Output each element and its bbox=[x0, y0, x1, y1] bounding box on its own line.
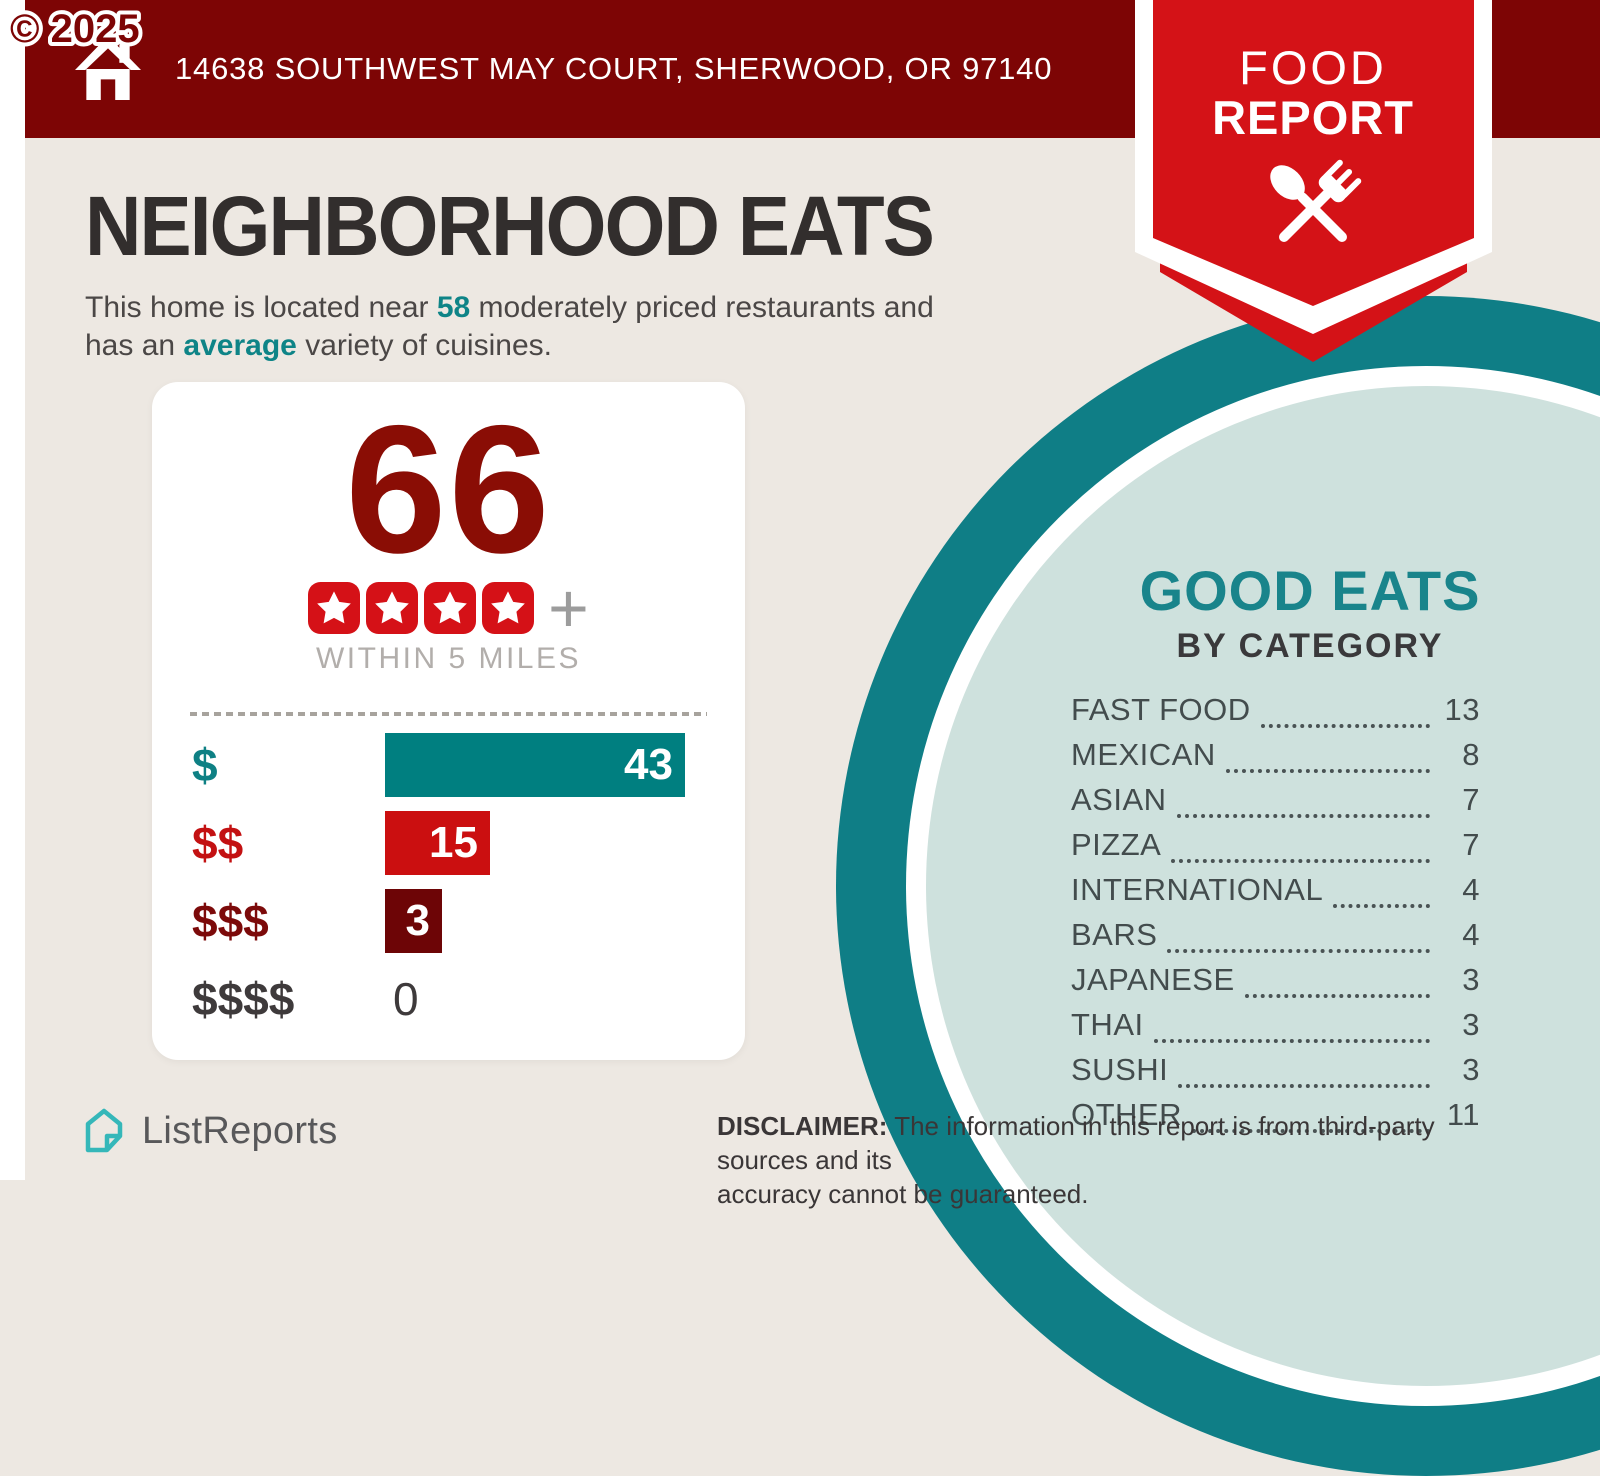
category-label: SUSHI bbox=[1071, 1052, 1169, 1087]
dotted-leader bbox=[1176, 814, 1430, 818]
price-level-label: $$$ bbox=[192, 895, 269, 947]
utensils-icon bbox=[1270, 159, 1362, 242]
category-value: 7 bbox=[1462, 782, 1480, 817]
price-row: $$ 15 bbox=[192, 804, 707, 882]
category-value: 7 bbox=[1462, 827, 1480, 862]
price-bar-value: 15 bbox=[429, 818, 478, 867]
category-label: PIZZA bbox=[1071, 827, 1162, 862]
home-icon bbox=[75, 36, 141, 100]
category-row: THAI 3 bbox=[1071, 1007, 1480, 1052]
property-address: 14638 SOUTHWEST MAY COURT, SHERWOOD, OR … bbox=[175, 51, 1053, 86]
category-value: 3 bbox=[1462, 962, 1480, 997]
price-level-label: $$ bbox=[192, 817, 244, 869]
category-label: FAST FOOD bbox=[1071, 692, 1251, 727]
category-value: 4 bbox=[1462, 872, 1480, 907]
category-row: FAST FOOD 13 bbox=[1071, 692, 1480, 737]
dotted-leader bbox=[1260, 724, 1430, 728]
dashed-divider bbox=[190, 712, 707, 716]
variety-highlight: average bbox=[183, 328, 297, 362]
page-subtitle: This home is located near 58 moderately … bbox=[85, 291, 934, 362]
copyright-watermark: © 2025 bbox=[6, 3, 144, 55]
category-label: BARS bbox=[1071, 917, 1158, 952]
category-value: 3 bbox=[1462, 1052, 1480, 1087]
brand-name: ListReports bbox=[142, 1109, 338, 1152]
food-report-ribbon: FOOD REPORT bbox=[1135, 0, 1492, 362]
category-row: BARS 4 bbox=[1071, 917, 1480, 962]
category-value: 11 bbox=[1446, 1097, 1480, 1132]
good-eats-section: GOOD EATS BY CATEGORY FAST FOOD 13 MEXICAN… bbox=[1060, 558, 1560, 1142]
price-bar: 3 bbox=[385, 889, 442, 953]
category-label: ASIAN bbox=[1071, 782, 1167, 817]
dotted-leader bbox=[1225, 769, 1430, 773]
dotted-leader bbox=[1244, 994, 1430, 998]
category-list: FAST FOOD 13 MEXICAN 8 ASIAN 7 PIZZA 7 INTERNATI… bbox=[1071, 692, 1480, 1142]
score-card: 66 + WITHIN 5 MILES $43 $$ 15 $$$ 3 $$$$ 0 bbox=[152, 382, 745, 1060]
page-left-margin bbox=[0, 0, 25, 1180]
price-bar-value: 3 bbox=[405, 896, 430, 945]
ribbon-line1: FOOD bbox=[1239, 41, 1387, 94]
price-bar: 15 bbox=[385, 811, 490, 875]
category-label: OTHER bbox=[1071, 1097, 1182, 1132]
plus-icon: + bbox=[548, 569, 589, 647]
category-value: 13 bbox=[1444, 692, 1480, 727]
category-value: 8 bbox=[1462, 737, 1480, 772]
price-zero-value: 0 bbox=[393, 973, 419, 1025]
good-eats-subtitle: BY CATEGORY bbox=[1176, 627, 1444, 665]
dotted-leader bbox=[1171, 859, 1430, 863]
price-level-chart: $43 $$ 15 $$$ 3 $$$$ 0 bbox=[192, 726, 707, 1038]
star-rating: + bbox=[152, 569, 745, 647]
star-icon bbox=[482, 582, 535, 634]
category-value: 4 bbox=[1462, 917, 1480, 952]
dotted-leader bbox=[1192, 1129, 1430, 1133]
svg-text:© 2025: © 2025 bbox=[10, 7, 140, 51]
dotted-leader bbox=[1167, 949, 1430, 953]
restaurant-score: 66 bbox=[345, 387, 552, 591]
category-label: THAI bbox=[1071, 1007, 1144, 1042]
dotted-leader bbox=[1178, 1084, 1430, 1088]
star-icon bbox=[308, 582, 361, 634]
price-level-label: $$$$ bbox=[192, 973, 295, 1025]
price-bar: 43 bbox=[385, 733, 685, 797]
price-level-label: $ bbox=[192, 739, 218, 791]
ribbon-line2: REPORT bbox=[1212, 91, 1414, 144]
listreports-brand: ListReports bbox=[80, 1106, 338, 1156]
disclaimer-label: DISCLAIMER: bbox=[717, 1111, 888, 1141]
category-label: JAPANESE bbox=[1071, 962, 1235, 997]
price-row: $$$ 3 bbox=[192, 882, 707, 960]
category-row: ASIAN 7 bbox=[1071, 782, 1480, 827]
category-row: INTERNATIONAL 4 bbox=[1071, 872, 1480, 917]
restaurant-count-highlight: 58 bbox=[436, 291, 471, 324]
price-row: $43 bbox=[192, 726, 707, 804]
star-icon bbox=[424, 582, 477, 634]
intro-section: NEIGHBORHOOD EATS This home is located n… bbox=[85, 178, 1125, 364]
disclaimer: DISCLAIMER: The information in this repo… bbox=[717, 1111, 1435, 1209]
category-label: INTERNATIONAL bbox=[1071, 872, 1324, 907]
category-row: SUSHI 3 bbox=[1071, 1052, 1480, 1097]
category-value: 3 bbox=[1462, 1007, 1480, 1042]
category-row: JAPANESE 3 bbox=[1071, 962, 1480, 1007]
price-row: $$$$ 0 bbox=[192, 960, 707, 1038]
category-row: OTHER 11 bbox=[1071, 1097, 1480, 1142]
page-title: NEIGHBORHOOD EATS bbox=[85, 179, 935, 273]
category-row: MEXICAN 8 bbox=[1071, 737, 1480, 782]
category-label: MEXICAN bbox=[1071, 737, 1216, 772]
category-row: PIZZA 7 bbox=[1071, 827, 1480, 872]
listreports-logo-icon bbox=[85, 1108, 123, 1153]
price-bar-value: 43 bbox=[624, 740, 673, 789]
star-icon bbox=[366, 582, 419, 634]
dotted-leader bbox=[1153, 1039, 1430, 1043]
dotted-leader bbox=[1333, 904, 1430, 908]
good-eats-title: GOOD EATS bbox=[1139, 559, 1481, 622]
radius-label: WITHIN 5 MILES bbox=[315, 642, 582, 675]
